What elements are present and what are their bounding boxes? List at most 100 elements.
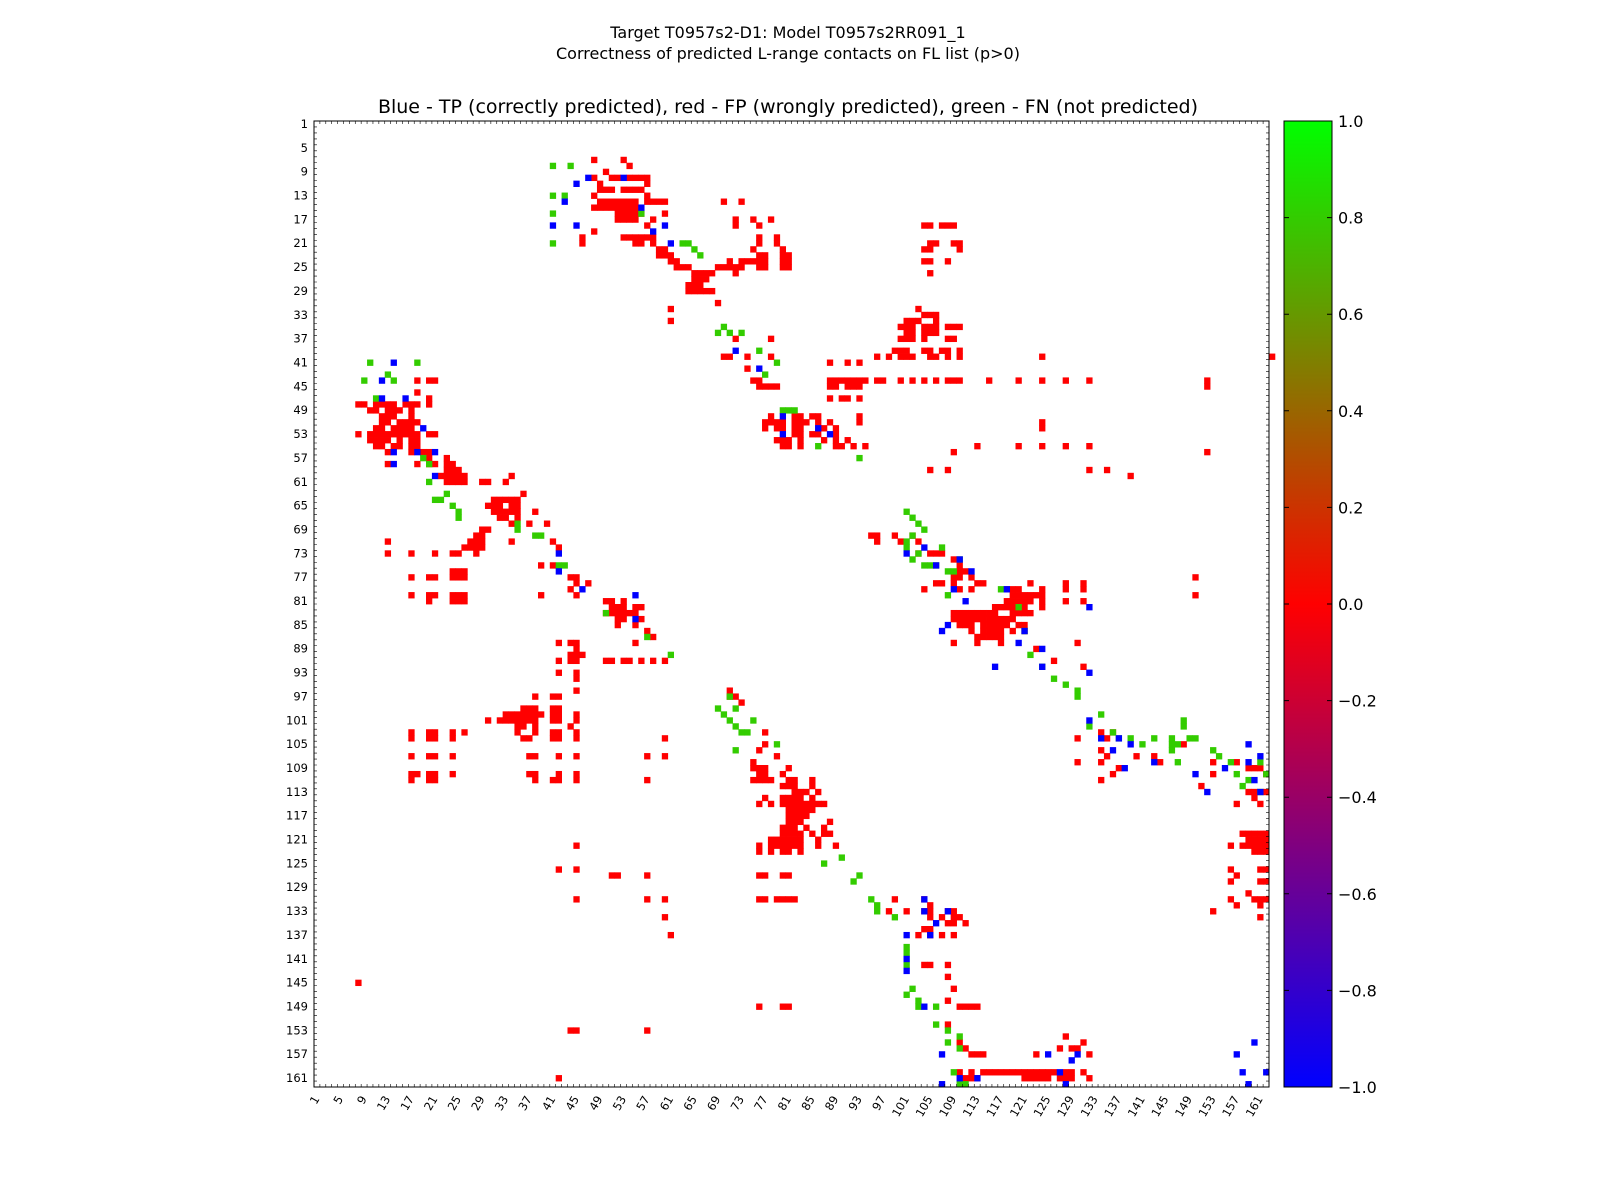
- cell-fp: [484, 502, 492, 509]
- cell-fp: [644, 180, 651, 187]
- cell-fn: [714, 329, 722, 337]
- cell-fp: [773, 240, 781, 247]
- cell-fp: [455, 574, 462, 581]
- cell-fp: [856, 413, 863, 420]
- cell-fp: [791, 782, 798, 790]
- cell-fp: [685, 282, 692, 289]
- cell-tp: [390, 359, 397, 366]
- cell-fn: [602, 609, 610, 617]
- cell-fp: [1062, 580, 1069, 587]
- cell-fp: [779, 252, 787, 259]
- cell-fp: [921, 347, 928, 354]
- cell-fp: [809, 806, 816, 814]
- cell-fp: [932, 311, 940, 319]
- cell-fp: [502, 478, 509, 486]
- cell-fp: [708, 270, 716, 277]
- cell-fp: [414, 460, 421, 468]
- cell-tp: [1074, 1051, 1081, 1058]
- cell-fp: [520, 735, 527, 742]
- cell-fp: [980, 621, 987, 629]
- plot-title: Blue - TP (correctly predicted), red - F…: [378, 96, 1198, 118]
- cell-fp: [909, 317, 916, 325]
- cell-tp: [1039, 645, 1046, 653]
- cell-fp: [932, 329, 940, 337]
- cell-fp: [443, 478, 450, 486]
- cell-fp: [762, 770, 769, 778]
- cell-fp: [791, 818, 798, 826]
- cell-fn: [1062, 681, 1069, 688]
- cell-fp: [661, 210, 669, 217]
- cell-tp: [573, 222, 580, 229]
- x-tick-label: 5: [330, 1093, 346, 1106]
- cell-tp: [402, 395, 409, 402]
- cell-fn: [874, 908, 881, 915]
- cell-fp: [514, 496, 521, 504]
- cell-fn: [420, 454, 427, 462]
- cell-fp: [844, 377, 851, 384]
- cell-tp: [1021, 627, 1028, 635]
- cell-fp: [549, 717, 557, 724]
- cell-fp: [974, 1003, 981, 1010]
- cell-fp: [661, 252, 669, 259]
- cell-fp: [496, 502, 504, 509]
- cell-fp: [573, 687, 580, 694]
- cell-fp: [779, 264, 787, 271]
- cell-fp: [1033, 1051, 1040, 1058]
- cell-fp: [991, 621, 999, 629]
- cell-fp: [372, 431, 380, 438]
- cell-fn: [868, 896, 875, 903]
- cell-tp: [1086, 717, 1093, 724]
- cell-fp: [661, 914, 669, 921]
- y-tick-label: 93: [293, 666, 308, 680]
- cell-fp: [426, 776, 433, 784]
- cell-fp: [991, 1069, 999, 1076]
- x-tick-label: 117: [983, 1093, 1006, 1119]
- cell-fp: [384, 437, 392, 444]
- cell-tp: [921, 544, 928, 551]
- cell-fp: [361, 401, 368, 408]
- cell-fn: [785, 407, 792, 414]
- cell-fp: [950, 914, 957, 921]
- cell-fp: [396, 407, 403, 414]
- cell-fp: [927, 908, 934, 915]
- cell-fp: [1257, 878, 1264, 885]
- cell-fp: [390, 443, 397, 450]
- y-tick-label: 109: [286, 761, 308, 775]
- cell-fp: [567, 723, 574, 730]
- cell-fp: [844, 437, 851, 444]
- cell-fp: [620, 604, 627, 611]
- cell-fn: [437, 496, 445, 504]
- cell-fp: [779, 770, 787, 778]
- cell-fp: [773, 419, 781, 426]
- cell-fp: [431, 550, 439, 557]
- cell-fp: [815, 431, 822, 438]
- cell-fp: [455, 592, 462, 599]
- cell-fp: [443, 466, 450, 474]
- cell-fp: [650, 657, 657, 665]
- cell-fn: [1215, 753, 1223, 760]
- cell-fp: [1263, 788, 1270, 796]
- cell-fp: [1251, 836, 1258, 843]
- cell-fp: [927, 222, 934, 229]
- cell-fp: [555, 657, 562, 665]
- cell-fp: [426, 729, 433, 736]
- cell-fp: [820, 800, 828, 808]
- cell-fp: [815, 413, 822, 420]
- cell-fp: [1080, 598, 1087, 605]
- cell-tp: [1239, 1069, 1246, 1076]
- cell-fp: [644, 1027, 651, 1034]
- cell-fp: [396, 443, 403, 450]
- cell-fp: [1251, 896, 1258, 903]
- cell-fp: [567, 574, 574, 581]
- cell-fp: [390, 431, 397, 438]
- cell-fp: [1015, 1069, 1022, 1076]
- cell-tp: [1221, 765, 1229, 772]
- cell-fp: [791, 800, 798, 808]
- cell-fp: [815, 788, 822, 796]
- cell-fp: [620, 615, 627, 623]
- cell-fp: [390, 425, 397, 432]
- cell-fp: [396, 437, 403, 444]
- x-tick-label: 161: [1243, 1093, 1266, 1119]
- cell-fp: [779, 830, 787, 837]
- x-tick-label: 9: [354, 1093, 370, 1106]
